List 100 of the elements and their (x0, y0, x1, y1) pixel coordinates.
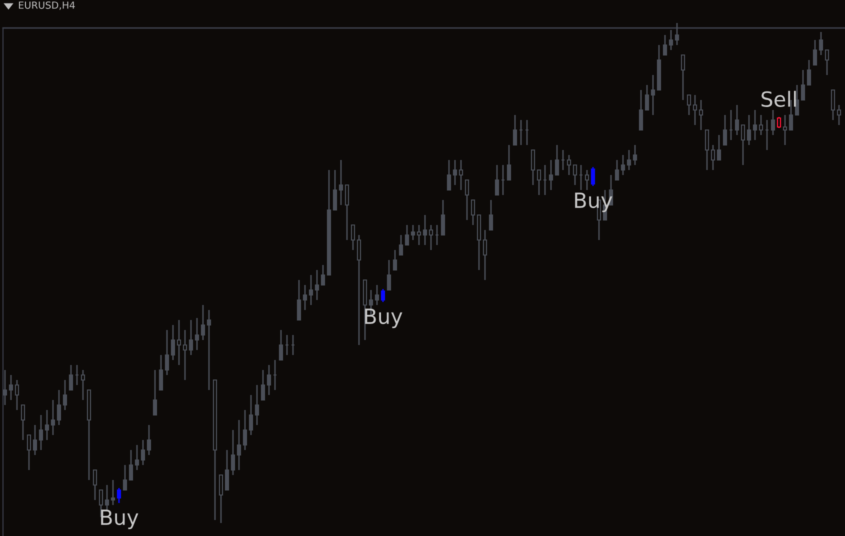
candlestick (410, 224, 416, 241)
candlestick (62, 379, 68, 411)
candlestick (428, 224, 434, 251)
candlestick (782, 114, 788, 146)
candlestick (386, 259, 392, 291)
candlestick (380, 288, 386, 303)
candlestick (758, 114, 764, 136)
candlestick (506, 144, 512, 181)
candlestick (740, 124, 746, 166)
candlestick (422, 214, 428, 246)
candlestick (662, 34, 668, 56)
candlestick (200, 304, 206, 341)
candlestick (482, 229, 488, 281)
candlestick (356, 234, 362, 346)
candlestick (644, 84, 650, 111)
candlestick (80, 369, 86, 401)
candlestick (236, 419, 242, 471)
candlestick (632, 144, 638, 166)
candlestick (674, 22, 680, 46)
candlestick (14, 379, 20, 411)
candlestick (536, 169, 542, 196)
candlestick (110, 479, 116, 506)
candlestick (692, 94, 698, 126)
candlestick (530, 149, 536, 186)
candlestick (830, 89, 836, 121)
candlestick (206, 309, 212, 391)
candlestick (188, 319, 194, 356)
candlestick (638, 89, 644, 131)
candlestick (218, 474, 224, 524)
candlestick (350, 224, 356, 251)
candlestick (128, 449, 134, 481)
candlestick (170, 324, 176, 361)
candlestick (620, 154, 626, 176)
candlestick (416, 224, 422, 246)
candlestick (26, 434, 32, 471)
candlestick (8, 374, 14, 401)
candlestick (230, 429, 236, 476)
candlestick (566, 154, 572, 176)
candlestick (698, 99, 704, 131)
candlestick (176, 319, 182, 366)
candlestick (614, 159, 620, 181)
candlestick (152, 369, 158, 416)
candlestick (626, 149, 632, 171)
candlestick (722, 114, 728, 146)
candlestick (2, 369, 8, 406)
candlestick (116, 487, 122, 504)
candlestick (302, 284, 308, 311)
annotation: Buy (575, 192, 612, 212)
candlestick (260, 369, 266, 401)
candlestick (266, 364, 272, 396)
candlestick (194, 317, 200, 351)
candlestick (716, 134, 722, 161)
candlestick (494, 164, 500, 196)
candlestick (812, 39, 818, 66)
candlestick (440, 199, 446, 236)
candlestick (680, 54, 686, 101)
candlestick (122, 464, 128, 491)
candlestick (254, 384, 260, 426)
candlestick (332, 169, 338, 211)
candlestick (44, 409, 50, 441)
candlestick (314, 269, 320, 301)
candlestick (146, 424, 152, 456)
candlestick (800, 69, 806, 101)
candlestick (464, 179, 470, 221)
candlestick (512, 114, 518, 146)
candlestick (554, 144, 560, 176)
candlestick (134, 444, 140, 471)
candlestick (164, 329, 170, 376)
candlestick (32, 424, 38, 456)
candlestick (56, 389, 62, 426)
candlestick (734, 104, 740, 136)
candlestick (686, 94, 692, 116)
annotation: Buy (101, 510, 138, 530)
candlestick (806, 59, 812, 86)
candlestick (20, 404, 26, 441)
candlestick (446, 159, 452, 191)
candlestick (824, 49, 830, 76)
candlestick (140, 439, 146, 466)
candlestick (320, 264, 326, 286)
candlestick (668, 29, 674, 51)
candlestick (710, 144, 716, 171)
chart-title: EURUSD,H4 (18, 1, 75, 10)
candlestick (404, 224, 410, 246)
annotation: Sell (762, 90, 796, 107)
candlestick (248, 394, 254, 436)
candlestick (458, 159, 464, 191)
candlestick (590, 166, 596, 187)
candlestick (158, 354, 164, 391)
candlestick (296, 279, 302, 321)
candlestick (278, 329, 284, 361)
candlestick (224, 449, 230, 491)
candlestick (752, 109, 758, 141)
candlestick (104, 484, 110, 511)
candlestick (548, 159, 554, 191)
candlestick (392, 249, 398, 271)
candlestick (308, 274, 314, 306)
candlestick (50, 399, 56, 436)
candlestick (836, 104, 842, 126)
candlestick (470, 199, 476, 226)
candlestick (584, 169, 590, 191)
